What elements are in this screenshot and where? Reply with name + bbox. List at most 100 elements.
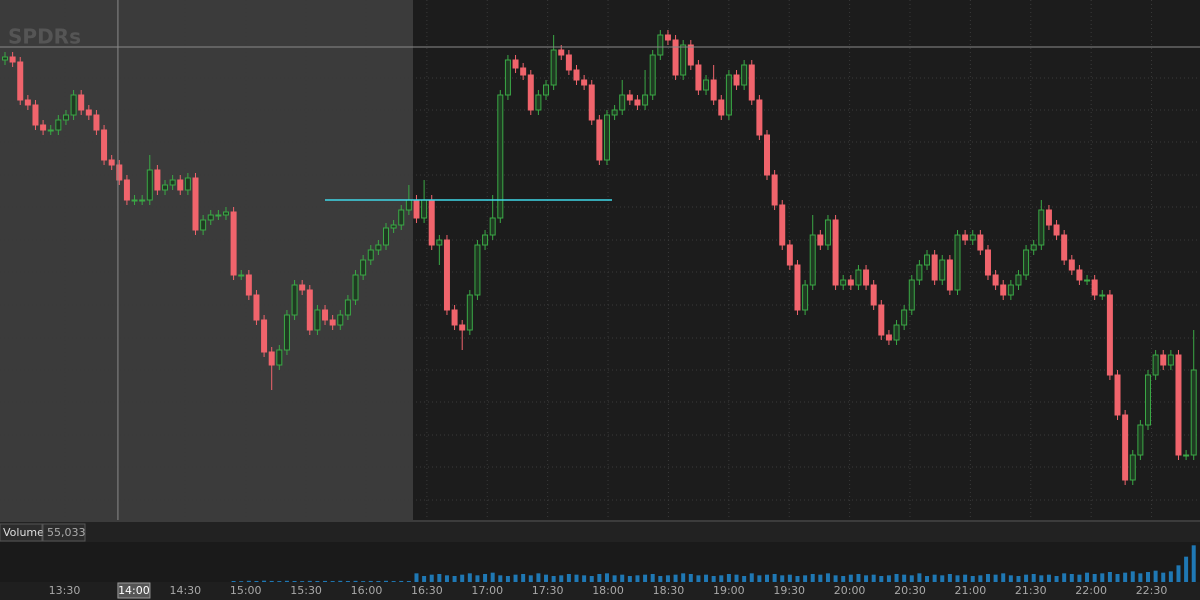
candle-body — [893, 324, 900, 341]
x-tick-label: 16:00 — [351, 584, 383, 597]
candle-body — [192, 177, 199, 231]
candle-body — [1000, 284, 1007, 296]
candle-body — [672, 39, 679, 76]
volume-readout: 55,033 — [47, 526, 86, 539]
volume-bar — [970, 576, 975, 582]
candle-body — [634, 99, 641, 106]
candle-body — [779, 204, 786, 246]
candle-body — [1038, 209, 1045, 246]
candle-body — [977, 234, 984, 251]
candle-body — [1183, 454, 1190, 457]
candle-body — [306, 289, 313, 331]
x-tick-label: 18:00 — [592, 584, 624, 597]
volume-bar — [940, 575, 945, 582]
volume-bar — [864, 575, 869, 582]
x-tick-label: 21:00 — [955, 584, 987, 597]
volume-bar — [284, 580, 289, 582]
candle-body — [17, 61, 24, 101]
volume-bar — [810, 574, 815, 582]
volume-name: Volume — [3, 526, 44, 539]
volume-bar — [1031, 574, 1036, 582]
candle-body — [436, 239, 443, 246]
candle-body — [108, 159, 115, 166]
candle-body — [1045, 209, 1052, 226]
candle-body — [1114, 374, 1121, 416]
candle-body — [611, 109, 618, 116]
candle-body — [1152, 354, 1159, 376]
volume-bar — [1046, 574, 1051, 582]
volume-bar — [688, 574, 693, 582]
volume-bar — [1191, 545, 1196, 582]
volume-bar — [246, 580, 251, 582]
volume-bar — [1123, 572, 1128, 582]
candle-body — [78, 94, 85, 111]
volume-bar — [444, 575, 449, 582]
candle-body — [482, 234, 489, 246]
candle-body — [413, 199, 420, 219]
volume-bar — [879, 576, 884, 582]
volume-bar — [909, 575, 914, 582]
volume-bar — [1039, 575, 1044, 582]
volume-bar — [1092, 574, 1097, 582]
candle-body — [459, 324, 466, 331]
candle-body — [939, 259, 946, 281]
candle-body — [169, 179, 176, 186]
volume-bar — [1069, 574, 1074, 582]
volume-name-box — [0, 523, 43, 542]
volume-bar — [597, 574, 602, 582]
candle-body — [253, 294, 260, 321]
volume-bar — [658, 576, 663, 582]
volume-bar — [315, 581, 320, 582]
volume-bar — [544, 574, 549, 582]
candle-body — [558, 49, 565, 56]
volume-bar — [604, 573, 609, 582]
volume-bar — [825, 573, 830, 582]
x-tick-label: 15:30 — [290, 584, 322, 597]
crosshair-time: 14:00 — [118, 584, 150, 597]
volume-bar — [498, 575, 503, 582]
candle-body — [1076, 269, 1083, 281]
x-tick-label: 14:30 — [169, 584, 201, 597]
candle-body — [230, 211, 237, 276]
volume-bar — [414, 573, 419, 582]
volume-bar — [460, 574, 465, 582]
volume-bar — [239, 581, 244, 582]
volume-bar — [1085, 572, 1090, 582]
volume-bar — [696, 575, 701, 582]
volume-bar — [985, 574, 990, 582]
volume-bar — [399, 580, 404, 582]
volume-bar — [978, 575, 983, 582]
candle-body — [352, 274, 359, 301]
candle-body — [93, 114, 100, 131]
candle-body — [329, 319, 336, 326]
candle-body — [1061, 234, 1068, 261]
candle-body — [123, 179, 130, 201]
x-tick-label: 21:30 — [1015, 584, 1047, 597]
candle-body — [299, 284, 306, 291]
candle-body — [664, 34, 671, 41]
candle-body — [184, 177, 191, 191]
volume-bar — [1168, 571, 1173, 582]
x-tick-label: 19:30 — [773, 584, 805, 597]
candle-body — [24, 99, 31, 106]
candle-body — [55, 119, 62, 131]
candle-body — [626, 94, 633, 101]
candle-body — [428, 199, 435, 246]
volume-bar — [292, 581, 297, 582]
volume-bar — [384, 580, 388, 582]
volume-bar — [574, 574, 579, 582]
candle-body — [375, 244, 382, 251]
x-tick-label: 16:30 — [411, 584, 443, 597]
candle-body — [733, 74, 740, 86]
volume-bar — [483, 574, 488, 582]
candle-body — [603, 114, 610, 161]
volume-bar — [772, 574, 777, 582]
volume-bar — [368, 580, 373, 582]
volume-bar — [795, 576, 800, 582]
candle-body — [390, 224, 397, 229]
candle-body — [802, 284, 809, 311]
x-tick-label: 17:30 — [532, 584, 564, 597]
candle-body — [1122, 414, 1129, 481]
candle-body — [177, 179, 184, 191]
volume-bar — [406, 581, 411, 582]
